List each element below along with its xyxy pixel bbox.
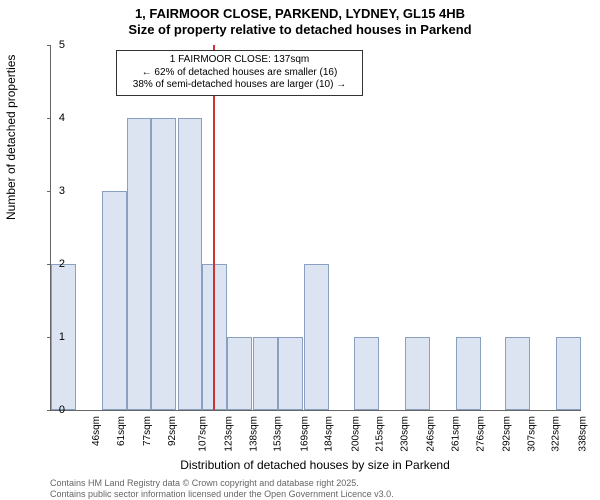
- xtick-label: 276sqm: [475, 416, 486, 452]
- chart-container: 1, FAIRMOOR CLOSE, PARKEND, LYDNEY, GL15…: [0, 0, 600, 500]
- xtick-label: 338sqm: [577, 416, 588, 452]
- xtick-label: 200sqm: [350, 416, 361, 452]
- chart-title-line2: Size of property relative to detached ho…: [0, 22, 600, 37]
- xtick-label: 322sqm: [551, 416, 562, 452]
- xtick-label: 46sqm: [91, 416, 102, 446]
- footer-line1: Contains HM Land Registry data © Crown c…: [50, 478, 580, 488]
- ytick-label: 0: [45, 404, 65, 416]
- ytick-label: 4: [45, 112, 65, 124]
- chart-title-line1: 1, FAIRMOOR CLOSE, PARKEND, LYDNEY, GL15…: [0, 6, 600, 21]
- xtick-label: 153sqm: [273, 416, 284, 452]
- xtick-label: 230sqm: [400, 416, 411, 452]
- ytick-label: 1: [45, 331, 65, 343]
- xtick-label: 123sqm: [223, 416, 234, 452]
- xtick-label: 215sqm: [375, 416, 386, 452]
- ytick-label: 3: [45, 185, 65, 197]
- xtick-label: 77sqm: [142, 416, 153, 446]
- xtick-label: 92sqm: [167, 416, 178, 446]
- xtick-label: 107sqm: [197, 416, 208, 452]
- xtick-label: 61sqm: [116, 416, 127, 446]
- xtick-label: 169sqm: [299, 416, 310, 452]
- ytick-label: 5: [45, 39, 65, 51]
- y-axis-label: Number of detached properties: [4, 55, 18, 220]
- xticks-container: 46sqm61sqm77sqm92sqm107sqm123sqm138sqm15…: [51, 45, 581, 410]
- xtick-label: 246sqm: [426, 416, 437, 452]
- x-axis-label: Distribution of detached houses by size …: [50, 458, 580, 472]
- xtick-label: 261sqm: [451, 416, 462, 452]
- xtick-label: 307sqm: [526, 416, 537, 452]
- ytick-label: 2: [45, 258, 65, 270]
- footer-line2: Contains public sector information licen…: [50, 489, 580, 499]
- plot-area: 1 FAIRMOOR CLOSE: 137sqm ← 62% of detach…: [50, 45, 581, 411]
- xtick-label: 138sqm: [248, 416, 259, 452]
- xtick-label: 184sqm: [324, 416, 335, 452]
- xtick-label: 292sqm: [502, 416, 513, 452]
